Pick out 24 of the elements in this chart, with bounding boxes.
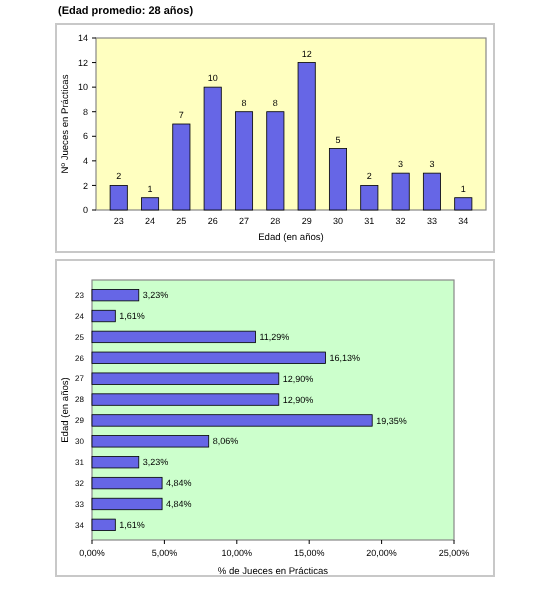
- bar: [91, 289, 140, 302]
- bar: [91, 351, 326, 364]
- bar: [328, 148, 347, 211]
- bar: [91, 497, 163, 511]
- bar: [91, 518, 116, 531]
- bar: [91, 435, 210, 448]
- bar: [266, 111, 285, 211]
- bar: [91, 372, 280, 385]
- bar: [172, 123, 191, 211]
- bar: [91, 393, 280, 406]
- bar: [203, 86, 222, 211]
- bar: [91, 414, 373, 427]
- bar: [91, 330, 256, 344]
- bar: [235, 111, 254, 211]
- bar: [91, 309, 116, 323]
- bar: [422, 172, 441, 211]
- bar: [297, 62, 316, 211]
- bar: [454, 197, 473, 211]
- bar: [91, 476, 163, 490]
- bar: [391, 172, 410, 211]
- bar: [91, 456, 140, 469]
- bar: [109, 185, 128, 211]
- bar: [141, 197, 160, 211]
- bar: [360, 185, 379, 211]
